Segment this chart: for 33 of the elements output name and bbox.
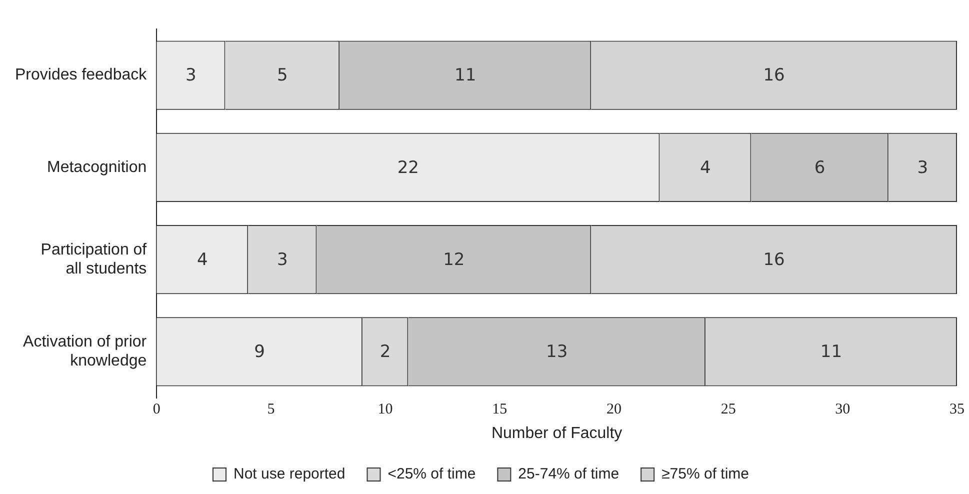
data-label: 3 — [186, 66, 196, 86]
data-label: 16 — [763, 66, 785, 86]
x-tick-label: 15 — [492, 402, 508, 418]
data-label: 11 — [820, 342, 842, 362]
x-tick-label: 20 — [606, 402, 622, 418]
x-axis-title: Number of Faculty — [491, 424, 622, 442]
x-tick-label: 35 — [950, 402, 964, 418]
data-label: 3 — [276, 250, 288, 270]
data-label: 2 — [380, 342, 391, 362]
data-label: 12 — [443, 250, 465, 270]
data-label: 9 — [254, 342, 265, 362]
y-tick-label: Participation of all students — [40, 241, 148, 278]
data-label: 16 — [763, 250, 785, 270]
legend-label: 25-74% of time — [518, 466, 620, 483]
data-label: 5 — [276, 66, 288, 86]
data-label: 13 — [546, 342, 568, 362]
data-label: 6 — [814, 158, 826, 178]
data-label: 3 — [917, 158, 928, 178]
x-tick-label: 10 — [378, 402, 393, 418]
y-tick-label: Metacognition — [47, 158, 147, 176]
x-tick-label: 30 — [835, 402, 850, 418]
legend-label: <25% of time — [388, 466, 476, 483]
x-tick-label: 25 — [720, 402, 736, 418]
y-tick-label: Provides feedback — [14, 66, 148, 84]
x-tick-label: 5 — [267, 402, 275, 418]
legend-label: Not use reported — [233, 466, 346, 483]
data-label: 11 — [454, 66, 476, 86]
data-label: 22 — [397, 158, 419, 178]
x-tick-label: 0 — [152, 402, 160, 418]
data-label: 4 — [700, 158, 711, 178]
legend-label: ≥75% of time — [662, 466, 750, 483]
data-label: 4 — [196, 250, 208, 270]
y-tick-label: Activation of prior knowledge — [23, 334, 148, 370]
